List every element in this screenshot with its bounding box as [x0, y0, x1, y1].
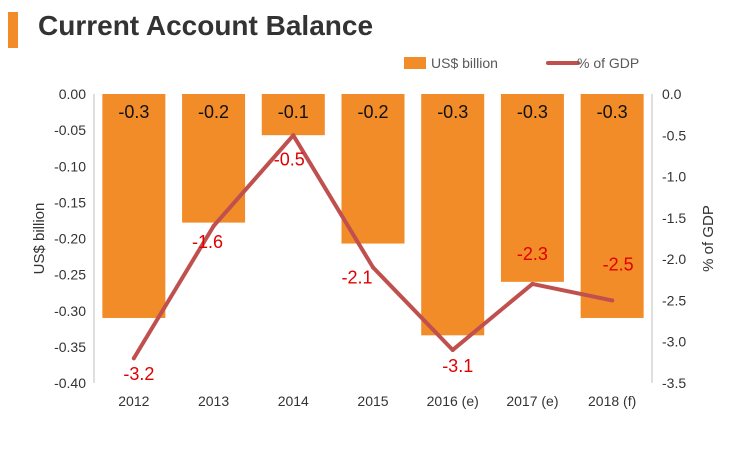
y2-tick-label: -0.5 — [662, 127, 686, 143]
x-tick-label: 2014 — [278, 393, 309, 409]
bar — [102, 94, 166, 318]
line-point — [371, 265, 375, 270]
bar — [500, 94, 564, 282]
title-accent-bar — [8, 12, 18, 48]
y-tick-label: -0.40 — [54, 375, 86, 391]
x-tick-label: 2018 (f) — [588, 393, 636, 409]
bar — [580, 94, 644, 318]
legend-label-line: % of GDP — [577, 55, 639, 71]
line-point — [530, 281, 535, 286]
x-tick-label: 2013 — [198, 393, 229, 409]
bar-data-label: -0.3 — [118, 102, 149, 122]
line-point — [610, 298, 615, 303]
y-tick-label: -0.20 — [54, 231, 86, 247]
bar-data-label: -0.3 — [597, 102, 628, 122]
y-tick-label: -0.15 — [54, 194, 86, 210]
line-point — [291, 133, 296, 138]
line-data-label: -0.5 — [274, 149, 305, 169]
bar — [261, 94, 325, 136]
line-data-label: -2.1 — [341, 267, 372, 287]
bar-data-label: -0.2 — [198, 102, 229, 122]
y2-tick-label: -1.0 — [662, 169, 686, 185]
x-tick-label: 2016 (e) — [427, 393, 479, 409]
y-axis-title: US$ billion — [31, 203, 48, 275]
y-tick-label: -0.05 — [54, 122, 86, 138]
bar-data-label: -0.3 — [517, 102, 548, 122]
line-data-label: -2.3 — [517, 244, 548, 264]
bar-data-label: -0.2 — [357, 102, 388, 122]
legend-label-bar: US$ billion — [431, 55, 498, 71]
y2-axis-title: % of GDP — [700, 205, 717, 272]
legend-swatch-bar — [404, 57, 426, 69]
y2-tick-label: -3.0 — [662, 334, 686, 350]
y2-tick-label: -3.5 — [662, 375, 686, 391]
y-tick-label: -0.35 — [54, 339, 86, 355]
x-tick-label: 2017 (e) — [506, 393, 558, 409]
x-tick-label: 2015 — [357, 393, 388, 409]
x-tick-label: 2012 — [118, 393, 149, 409]
y-tick-label: -0.30 — [54, 303, 86, 319]
y-tick-label: -0.25 — [54, 267, 86, 283]
chart-title: Current Account Balance — [38, 10, 374, 41]
y2-tick-label: -2.5 — [662, 292, 686, 308]
bar — [341, 94, 405, 244]
line-point — [131, 356, 136, 361]
bar-data-label: -0.3 — [437, 102, 468, 122]
y-tick-label: -0.10 — [54, 158, 86, 174]
y-tick-label: 0.00 — [59, 86, 86, 102]
bar-data-label: -0.1 — [278, 102, 309, 122]
line-data-label: -3.2 — [123, 364, 154, 384]
bar — [421, 94, 485, 336]
line-data-label: -3.1 — [442, 356, 473, 376]
line-point — [211, 224, 216, 229]
line-data-label: -2.5 — [603, 254, 634, 274]
line-data-label: -1.6 — [192, 232, 223, 252]
line-point — [450, 347, 455, 352]
y2-tick-label: -1.5 — [662, 210, 686, 226]
y2-tick-label: -2.0 — [662, 251, 686, 267]
y2-tick-label: 0.0 — [662, 86, 682, 102]
